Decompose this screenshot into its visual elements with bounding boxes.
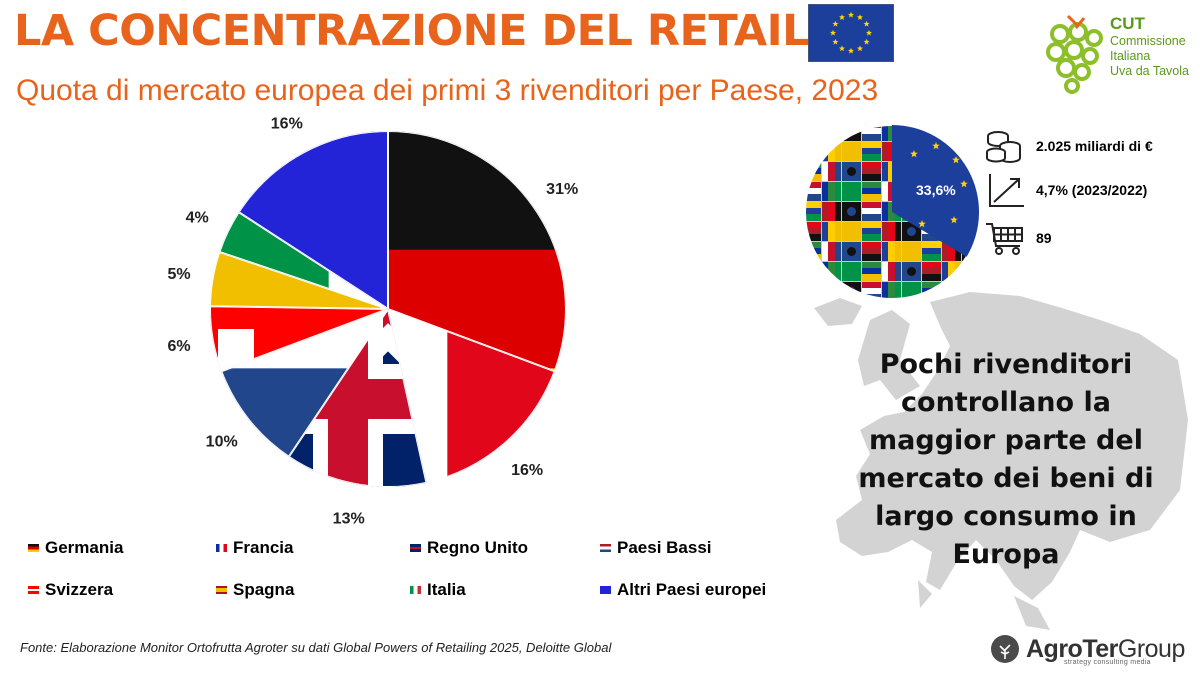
europe-map-silhouette [814, 292, 1188, 630]
pie-slice-francia [388, 309, 555, 483]
page-subtitle: Quota di mercato europea dei primi 3 riv… [16, 74, 879, 107]
legend-swatch-icon [600, 544, 611, 552]
legend-item-altri-paesi-europei: Altri Paesi europei [600, 580, 766, 600]
pie-label-svizzera: 6% [168, 338, 191, 355]
agroter-wordmark: AgroTerGroup [1026, 636, 1185, 662]
legend-swatch-icon [600, 586, 611, 594]
legend-item-germania: Germania [28, 538, 123, 558]
grape-logo-icon [1046, 14, 1103, 94]
legend-item-svizzera: Svizzera [28, 580, 113, 600]
legend-swatch-icon [28, 586, 39, 594]
legend-label: Italia [427, 580, 466, 599]
pie-label-paesi-bassi: 10% [206, 433, 238, 450]
cut-logo: CUT Commissione Italiana Uva da Tavola [1030, 8, 1194, 98]
stat-retailers-text: 89 [1036, 230, 1052, 246]
agroter-name-b: Group [1117, 635, 1185, 663]
globe-tree-icon [991, 635, 1019, 663]
pie-label-francia: 16% [511, 462, 543, 479]
legend-swatch-icon [410, 544, 421, 552]
cut-line-2: Italiana [1110, 49, 1151, 63]
stat-row-growth: 4,7% (2023/2022) [984, 172, 1147, 208]
source-footnote: Fonte: Elaborazione Monitor Ortofrutta A… [20, 640, 612, 655]
pie-label-germania: 31% [546, 181, 578, 198]
legend-item-francia: Francia [216, 538, 293, 558]
legend-item-regno-unito: Regno Unito [410, 538, 528, 558]
pie-slice-svizzera [209, 306, 388, 372]
agroter-logo: AgroTerGroup strategy consulting media [990, 628, 1190, 670]
shopping-cart-icon [986, 223, 1023, 255]
legend-label: Paesi Bassi [617, 538, 712, 557]
pie-slice-germania [388, 131, 566, 372]
pie-slice-spagna [210, 251, 388, 309]
chart-legend: Germania Francia Regno Unito Paesi Bassi Svi… [28, 536, 818, 626]
eu-share-slice [892, 125, 980, 257]
pie-label-spagna: 5% [168, 266, 191, 283]
cut-line-3: Uva da Tavola [1110, 64, 1189, 78]
cut-logo-text: CUT Commissione Italiana Uva da Tavola [1110, 14, 1189, 79]
europe-share-pie: 33,6% [806, 125, 980, 298]
pie-slice-paesi-bassi [221, 309, 388, 457]
agroter-tagline: strategy consulting media [1064, 659, 1151, 666]
legend-item-paesi-bassi: Paesi Bassi [600, 538, 712, 558]
market-share-pie-chart: 31% 16% 13% 10% 6% 5% 4% 16% [168, 116, 579, 528]
growth-chart-icon [989, 174, 1024, 207]
legend-swatch-icon [28, 544, 39, 552]
cut-line-1: Commissione [1110, 34, 1186, 48]
agroter-name-a: AgroTer [1026, 635, 1118, 663]
pie-label-regno-unito: 13% [333, 510, 365, 527]
coins-icon [986, 131, 1021, 163]
eu-flag-icon [808, 4, 894, 62]
pie-slice-regno-unito [288, 309, 427, 488]
legend-label: Francia [233, 538, 294, 557]
stat-growth-text: 4,7% (2023/2022) [1036, 182, 1148, 198]
legend-swatch-icon [216, 586, 227, 594]
eu-share-label: 33,6% [916, 182, 956, 198]
legend-item-italia: Italia [410, 580, 466, 600]
legend-label: Regno Unito [427, 538, 529, 557]
pie-slice-altri-paesi-europei [238, 131, 388, 309]
cut-abbr: CUT [1110, 14, 1145, 33]
pie-label-altri-paesi-europei: 16% [271, 116, 303, 133]
legend-label: Spagna [233, 580, 295, 599]
stat-row-revenue: 2.025 miliardi di € [984, 128, 1153, 164]
legend-swatch-icon [216, 544, 227, 552]
legend-label: Altri Paesi europei [617, 580, 767, 599]
page-title: LA CONCENTRAZIONE DEL RETAIL [14, 6, 810, 56]
stat-row-retailers: 89 [984, 220, 1052, 256]
key-message: Pochi rivenditori controllano la maggior… [858, 349, 1154, 570]
pie-slice-italia [219, 212, 388, 309]
legend-swatch-icon [410, 586, 421, 594]
legend-label: Svizzera [45, 580, 114, 599]
pie-label-italia: 4% [186, 210, 209, 227]
legend-label: Germania [45, 538, 124, 557]
legend-item-spagna: Spagna [216, 580, 294, 600]
stat-revenue-text: 2.025 miliardi di € [1036, 138, 1153, 154]
